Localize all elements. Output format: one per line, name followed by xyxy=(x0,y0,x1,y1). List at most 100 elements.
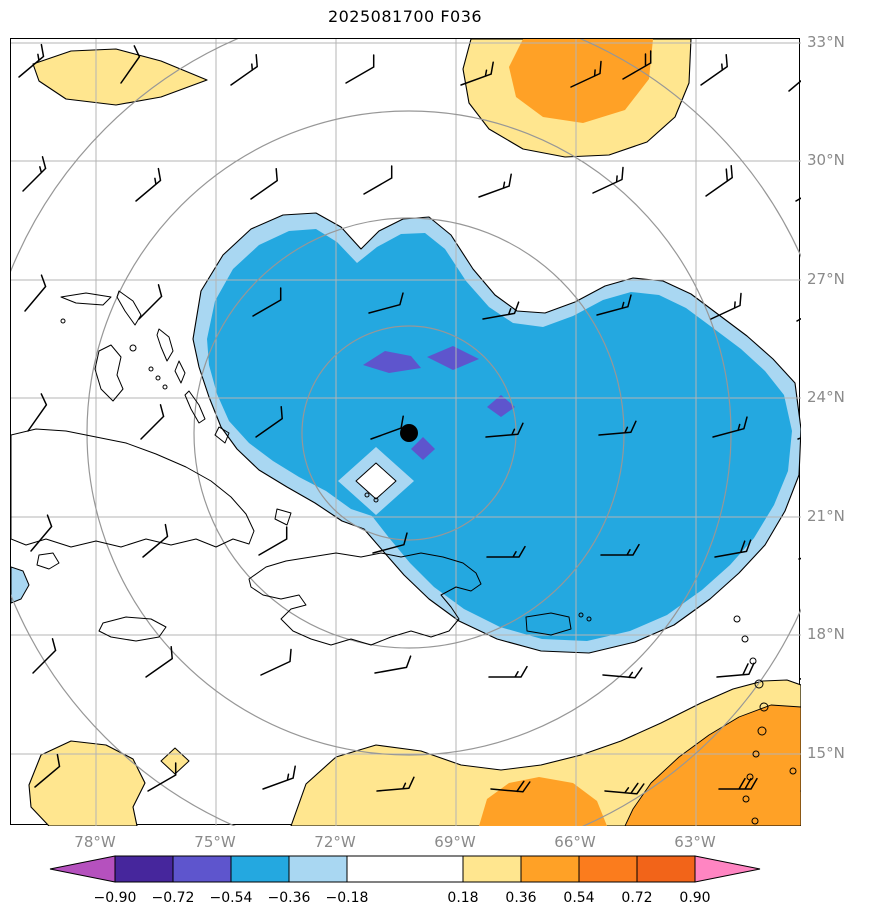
wind-barb xyxy=(799,678,801,680)
wind-barb xyxy=(622,50,652,80)
colorbar-tick-label: −0.72 xyxy=(151,890,195,906)
contour-region-neg-strong-patch-4 xyxy=(411,437,435,460)
wind-barb xyxy=(258,526,288,556)
colorbar-arrow-left xyxy=(49,855,116,883)
small-island xyxy=(789,767,797,775)
lon-tick-label: 66°W xyxy=(554,833,596,851)
wind-barb xyxy=(490,780,531,793)
lon-tick-label: 78°W xyxy=(74,833,116,851)
wind-barb xyxy=(598,420,637,436)
colorbar-cell xyxy=(288,855,348,883)
wind-barb xyxy=(478,173,512,198)
colorbar-cell xyxy=(230,855,290,883)
wind-barb xyxy=(252,287,282,317)
small-island xyxy=(364,492,370,498)
plot-title: 2025081700 F036 xyxy=(327,7,483,26)
wind-barb xyxy=(604,782,645,795)
wind-barb xyxy=(798,557,801,560)
small-island xyxy=(373,497,379,503)
wind-barb xyxy=(135,167,162,202)
small-island xyxy=(742,795,750,803)
coastline-grand-bahama xyxy=(60,292,112,306)
colorbar-tick-label: −0.18 xyxy=(325,890,369,906)
wind-barb xyxy=(262,765,296,790)
colorbar-cell xyxy=(636,855,696,883)
small-island xyxy=(578,612,584,618)
wind-barb xyxy=(370,415,404,440)
wind-barb xyxy=(372,532,408,554)
storm-center-dot xyxy=(400,424,418,442)
colorbar-cell xyxy=(172,855,232,883)
coastline-andros xyxy=(94,344,124,402)
wind-barb xyxy=(460,61,494,86)
colorbar-cell xyxy=(462,855,522,883)
wind-barb xyxy=(485,422,524,438)
colorbar-tick-label: 0.54 xyxy=(563,890,595,906)
coastline-jamaica xyxy=(98,616,167,642)
wind-barb xyxy=(260,648,292,676)
wind-barb xyxy=(486,545,526,558)
contour-region-neg-strong-patch-3 xyxy=(487,395,515,417)
wind-barb xyxy=(600,543,640,556)
colorbar-cell xyxy=(346,855,464,883)
wind-barb xyxy=(570,60,602,88)
lat-tick-label: 15°N xyxy=(807,744,845,762)
coastline-cat-island xyxy=(174,360,186,384)
wind-barb xyxy=(363,165,393,195)
wind-barb xyxy=(488,665,528,678)
wind-barb xyxy=(700,53,728,86)
lat-tick-label: 18°N xyxy=(807,625,845,643)
coastline-puerto-rico xyxy=(525,612,572,636)
coastline-long-island xyxy=(184,390,206,424)
wind-barb xyxy=(34,753,61,788)
colorbar-tick-label: −0.36 xyxy=(267,890,311,906)
wind-barb xyxy=(368,292,404,314)
wind-barb xyxy=(714,539,752,558)
colorbar-cell xyxy=(520,855,580,883)
wind-barb xyxy=(482,301,520,320)
contour-region-pos-bottommid-orange xyxy=(479,777,607,826)
small-island xyxy=(129,344,137,352)
wind-barb xyxy=(255,405,283,438)
wind-barb xyxy=(602,667,643,679)
wind-barb xyxy=(120,45,141,84)
wind-barb xyxy=(138,284,163,320)
wind-barb xyxy=(24,274,47,312)
coastline-isle-of-youth xyxy=(36,552,60,570)
lon-tick-label: 69°W xyxy=(434,833,476,851)
small-island xyxy=(155,375,161,381)
wind-barb xyxy=(596,294,632,316)
wind-barb xyxy=(374,655,412,674)
wind-barb xyxy=(718,777,758,790)
map-plot-area xyxy=(10,38,801,826)
small-island xyxy=(757,726,767,736)
lat-tick-label: 24°N xyxy=(807,388,845,406)
small-island xyxy=(752,750,760,758)
wind-barb xyxy=(376,776,415,792)
small-island xyxy=(162,384,168,390)
wind-barb xyxy=(795,197,801,202)
lat-tick-label: 30°N xyxy=(807,151,845,169)
wind-barb xyxy=(230,53,258,86)
contour-region-hole-white-diamond xyxy=(355,462,397,500)
contour-region-pos-top-orange xyxy=(509,39,653,123)
wind-barb xyxy=(250,167,278,200)
colorbar-tick-label: −0.90 xyxy=(93,890,137,906)
wind-barb xyxy=(788,79,801,92)
small-island xyxy=(751,817,759,825)
small-island xyxy=(733,615,741,623)
range-ring xyxy=(301,325,517,541)
small-island xyxy=(741,635,749,643)
coastline-great-inagua xyxy=(274,508,292,526)
wind-barb xyxy=(796,317,801,322)
colorbar-svg xyxy=(49,855,761,883)
wind-barb xyxy=(30,514,53,552)
lon-tick-label: 72°W xyxy=(314,833,356,851)
coastline-cuba xyxy=(11,428,255,548)
contour-region-neg-core-cyan xyxy=(207,229,792,641)
small-island xyxy=(759,702,769,712)
coastline-abaco xyxy=(116,290,142,326)
colorbar-tick-label: 0.18 xyxy=(447,890,479,906)
contour-region-pos-topleft-yellow xyxy=(32,48,208,106)
colorbar-cell xyxy=(578,855,638,883)
